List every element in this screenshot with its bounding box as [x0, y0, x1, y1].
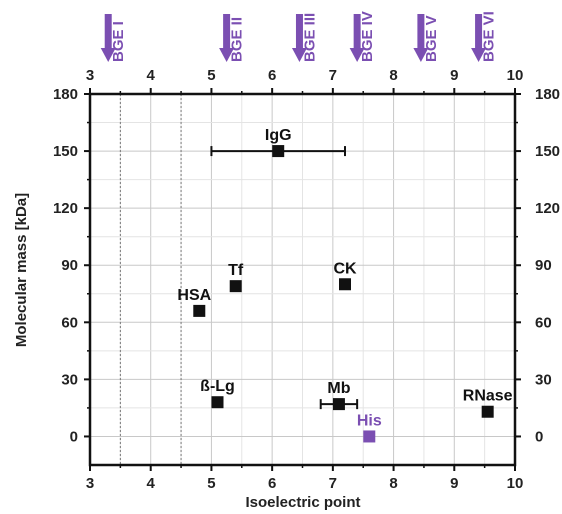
bge-arrow-shaft — [223, 14, 231, 50]
y-tick-label-left: 90 — [61, 257, 78, 274]
data-point-label: ß-Lg — [200, 378, 235, 395]
y-tick-label-left: 120 — [53, 200, 78, 217]
x-axis-title: Isoelectric point — [245, 494, 360, 511]
y-tick-label-left: 60 — [61, 314, 78, 331]
data-point-label: IgG — [265, 127, 292, 144]
x-tick-label-top: 8 — [389, 67, 397, 84]
x-tick-label-top: 3 — [86, 67, 94, 84]
data-point-label: Tf — [228, 262, 244, 279]
axes-layer: 3 3 4 4 5 5 6 6 7 7 8 8 9 9 10 10 0 0 30 30 60 60 90 90 120 120 15… — [53, 67, 560, 492]
bge-arrow-head — [349, 48, 365, 62]
bge-arrow-head — [413, 48, 429, 62]
bge-arrow-head — [219, 48, 235, 62]
x-tick-label-bottom: 3 — [86, 475, 94, 492]
data-point-marker — [363, 430, 376, 443]
bge-arrow-head — [471, 48, 487, 62]
data-point-marker — [211, 396, 224, 409]
bge-label: BGE I — [110, 21, 127, 62]
bge-label: BGE VI — [481, 11, 498, 62]
y-axis-title: Molecular mass [kDa] — [13, 193, 30, 347]
bge-label: BGE III — [301, 13, 318, 62]
x-tick-label-top: 4 — [147, 67, 156, 84]
bge-arrow-shaft — [475, 14, 483, 50]
y-tick-label-left: 150 — [53, 143, 78, 160]
y-tick-label-left: 30 — [61, 371, 78, 388]
data-point-label: CK — [333, 260, 357, 277]
y-tick-label-left: 0 — [70, 428, 78, 445]
y-tick-label-right: 60 — [535, 314, 552, 331]
bge-arrow-shaft — [417, 14, 425, 50]
data-point-label: HSA — [177, 287, 211, 304]
x-tick-label-top: 7 — [329, 67, 337, 84]
bge-arrow-head — [291, 48, 307, 62]
grid-layer — [89, 93, 516, 465]
x-tick-label-top: 6 — [268, 67, 276, 84]
x-tick-label-top: 9 — [450, 67, 458, 84]
x-tick-label-bottom: 10 — [507, 475, 524, 492]
data-point-label: Mb — [327, 380, 350, 397]
x-tick-label-top: 5 — [207, 67, 215, 84]
bge-label: BGE V — [423, 15, 440, 62]
bge-annotations: BGE I BGE II BGE III BGE IV BGE V BGE VI — [100, 11, 498, 62]
x-tick-label-bottom: 4 — [147, 475, 156, 492]
x-tick-label-top: 10 — [507, 67, 524, 84]
data-point-marker — [193, 304, 206, 317]
x-tick-label-bottom: 5 — [207, 475, 215, 492]
data-point-marker — [339, 278, 351, 291]
data-point-label: His — [357, 412, 382, 429]
x-tick-label-bottom: 6 — [268, 475, 276, 492]
bge-label: BGE II — [229, 17, 246, 62]
x-tick-label-bottom: 9 — [450, 475, 458, 492]
data-point-marker — [272, 145, 285, 158]
x-tick-label-bottom: 8 — [389, 475, 397, 492]
data-point-marker — [332, 398, 345, 411]
y-tick-label-right: 90 — [535, 257, 552, 274]
data-point-marker — [481, 405, 494, 418]
y-tick-label-right: 0 — [535, 428, 543, 445]
data-point-label: RNase — [463, 388, 513, 405]
y-tick-label-right: 180 — [535, 86, 560, 103]
data-point-marker — [229, 280, 242, 293]
y-tick-label-right: 30 — [535, 371, 552, 388]
y-tick-label-right: 120 — [535, 200, 560, 217]
y-tick-label-right: 150 — [535, 143, 560, 160]
points-layer: IgG Tf CK HSA ß-Lg Mb His RNase — [177, 127, 513, 443]
bge-label: BGE IV — [359, 11, 376, 62]
bge-arrow-head — [100, 48, 116, 62]
bge-arrow-shaft — [353, 14, 361, 50]
bge-arrow-shaft — [295, 14, 303, 50]
bge-arrow-shaft — [104, 14, 112, 50]
y-tick-label-left: 180 — [53, 86, 78, 103]
x-tick-label-bottom: 7 — [329, 475, 337, 492]
